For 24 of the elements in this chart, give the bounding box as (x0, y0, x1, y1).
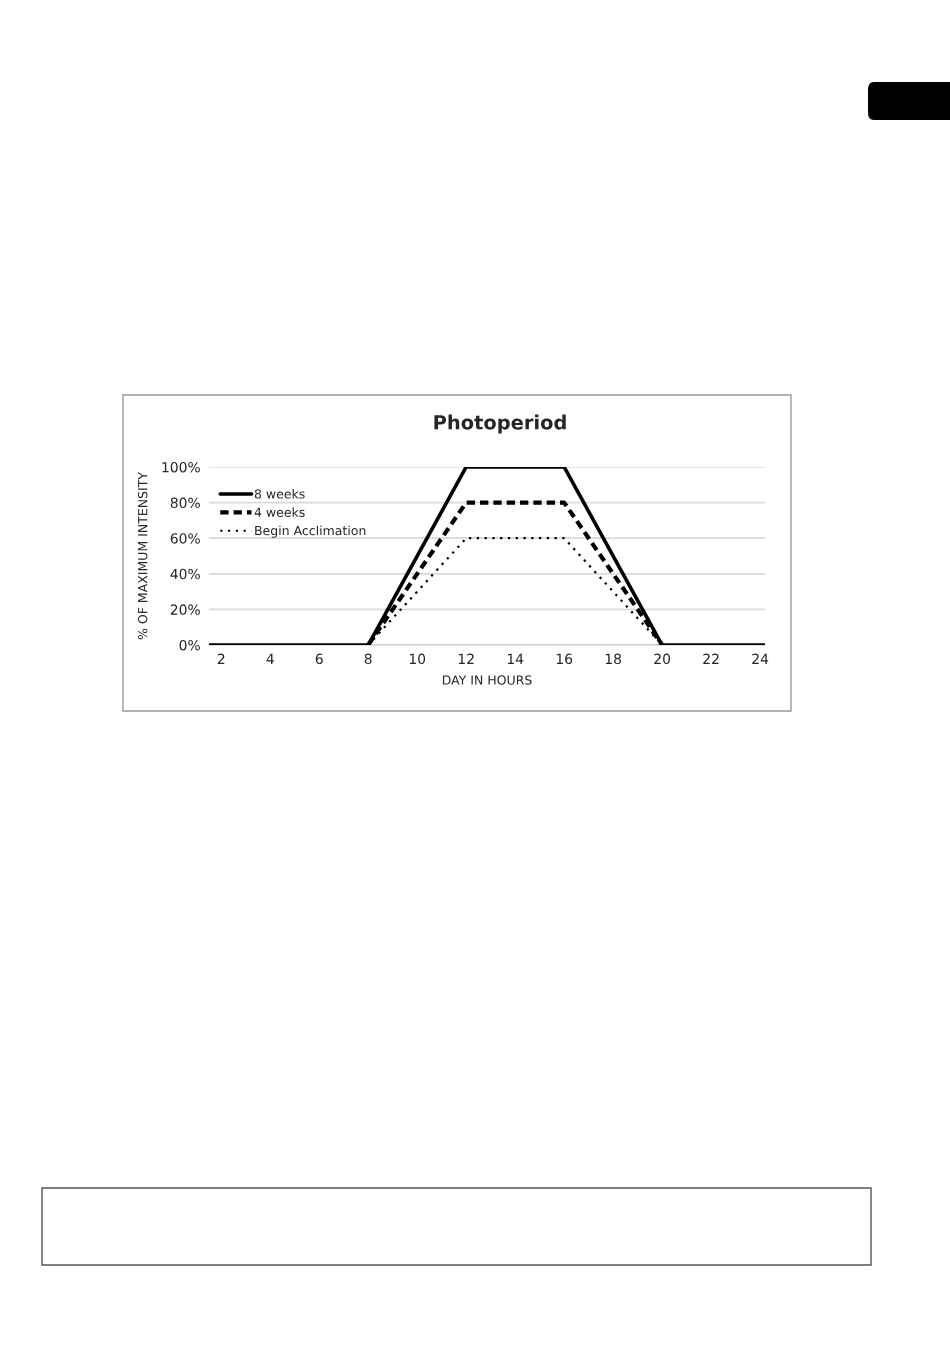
y-tick-label: 80% (170, 497, 200, 509)
x-tick-label: 14 (507, 653, 524, 664)
legend-label: 8 weeks (254, 488, 305, 499)
x-tick-label: 20 (654, 653, 671, 665)
x-tick-label: 16 (556, 653, 573, 665)
x-tick-label: 22 (703, 653, 719, 664)
chart-title: Photoperiod (434, 414, 566, 434)
x-tick-label: 4 (266, 653, 274, 664)
x-tick-label: 12 (458, 653, 474, 664)
y-tick-label: 40% (170, 568, 200, 580)
x-tick-label: 2 (217, 653, 225, 664)
x-tick-label: 8 (364, 653, 372, 665)
legend-label: Begin Acclimation (255, 525, 366, 538)
y-tick-label: 60% (170, 533, 200, 544)
x-tick-label: 24 (752, 653, 769, 664)
x-tick-label: 10 (409, 653, 426, 665)
x-tick-label: 6 (315, 653, 323, 665)
y-tick-label: 100% (162, 461, 200, 473)
y-tick-label: 20% (170, 604, 200, 615)
x-tick-label: 18 (605, 653, 622, 665)
y-tick-label: 0% (179, 639, 200, 651)
y-axis-title: % OF MAXIMUM INTENSITY (137, 472, 148, 640)
legend-label: 4 weeks (254, 507, 305, 517)
x-axis-title: DAY IN HOURS (442, 675, 532, 685)
